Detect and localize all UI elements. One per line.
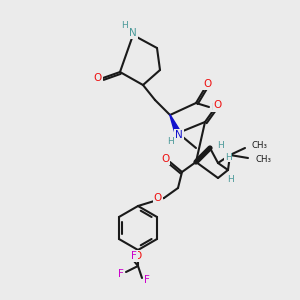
Text: CH₃: CH₃ <box>255 155 271 164</box>
Text: O: O <box>154 193 162 203</box>
Text: N: N <box>129 28 137 38</box>
Text: H: H <box>217 140 224 149</box>
Text: O: O <box>161 154 169 164</box>
Text: H: H <box>167 137 173 146</box>
Text: H: H <box>212 103 218 112</box>
Text: H: H <box>122 22 128 31</box>
Text: F: F <box>131 251 137 261</box>
Text: O: O <box>203 79 211 89</box>
Text: H: H <box>225 152 231 161</box>
Text: O: O <box>94 73 102 83</box>
Text: CH₃: CH₃ <box>252 142 268 151</box>
Text: F: F <box>118 269 124 279</box>
Text: N: N <box>175 130 183 140</box>
Text: O: O <box>134 251 142 261</box>
Text: H: H <box>226 176 233 184</box>
Polygon shape <box>170 115 181 134</box>
Text: O: O <box>214 100 222 110</box>
Text: F: F <box>144 275 150 285</box>
